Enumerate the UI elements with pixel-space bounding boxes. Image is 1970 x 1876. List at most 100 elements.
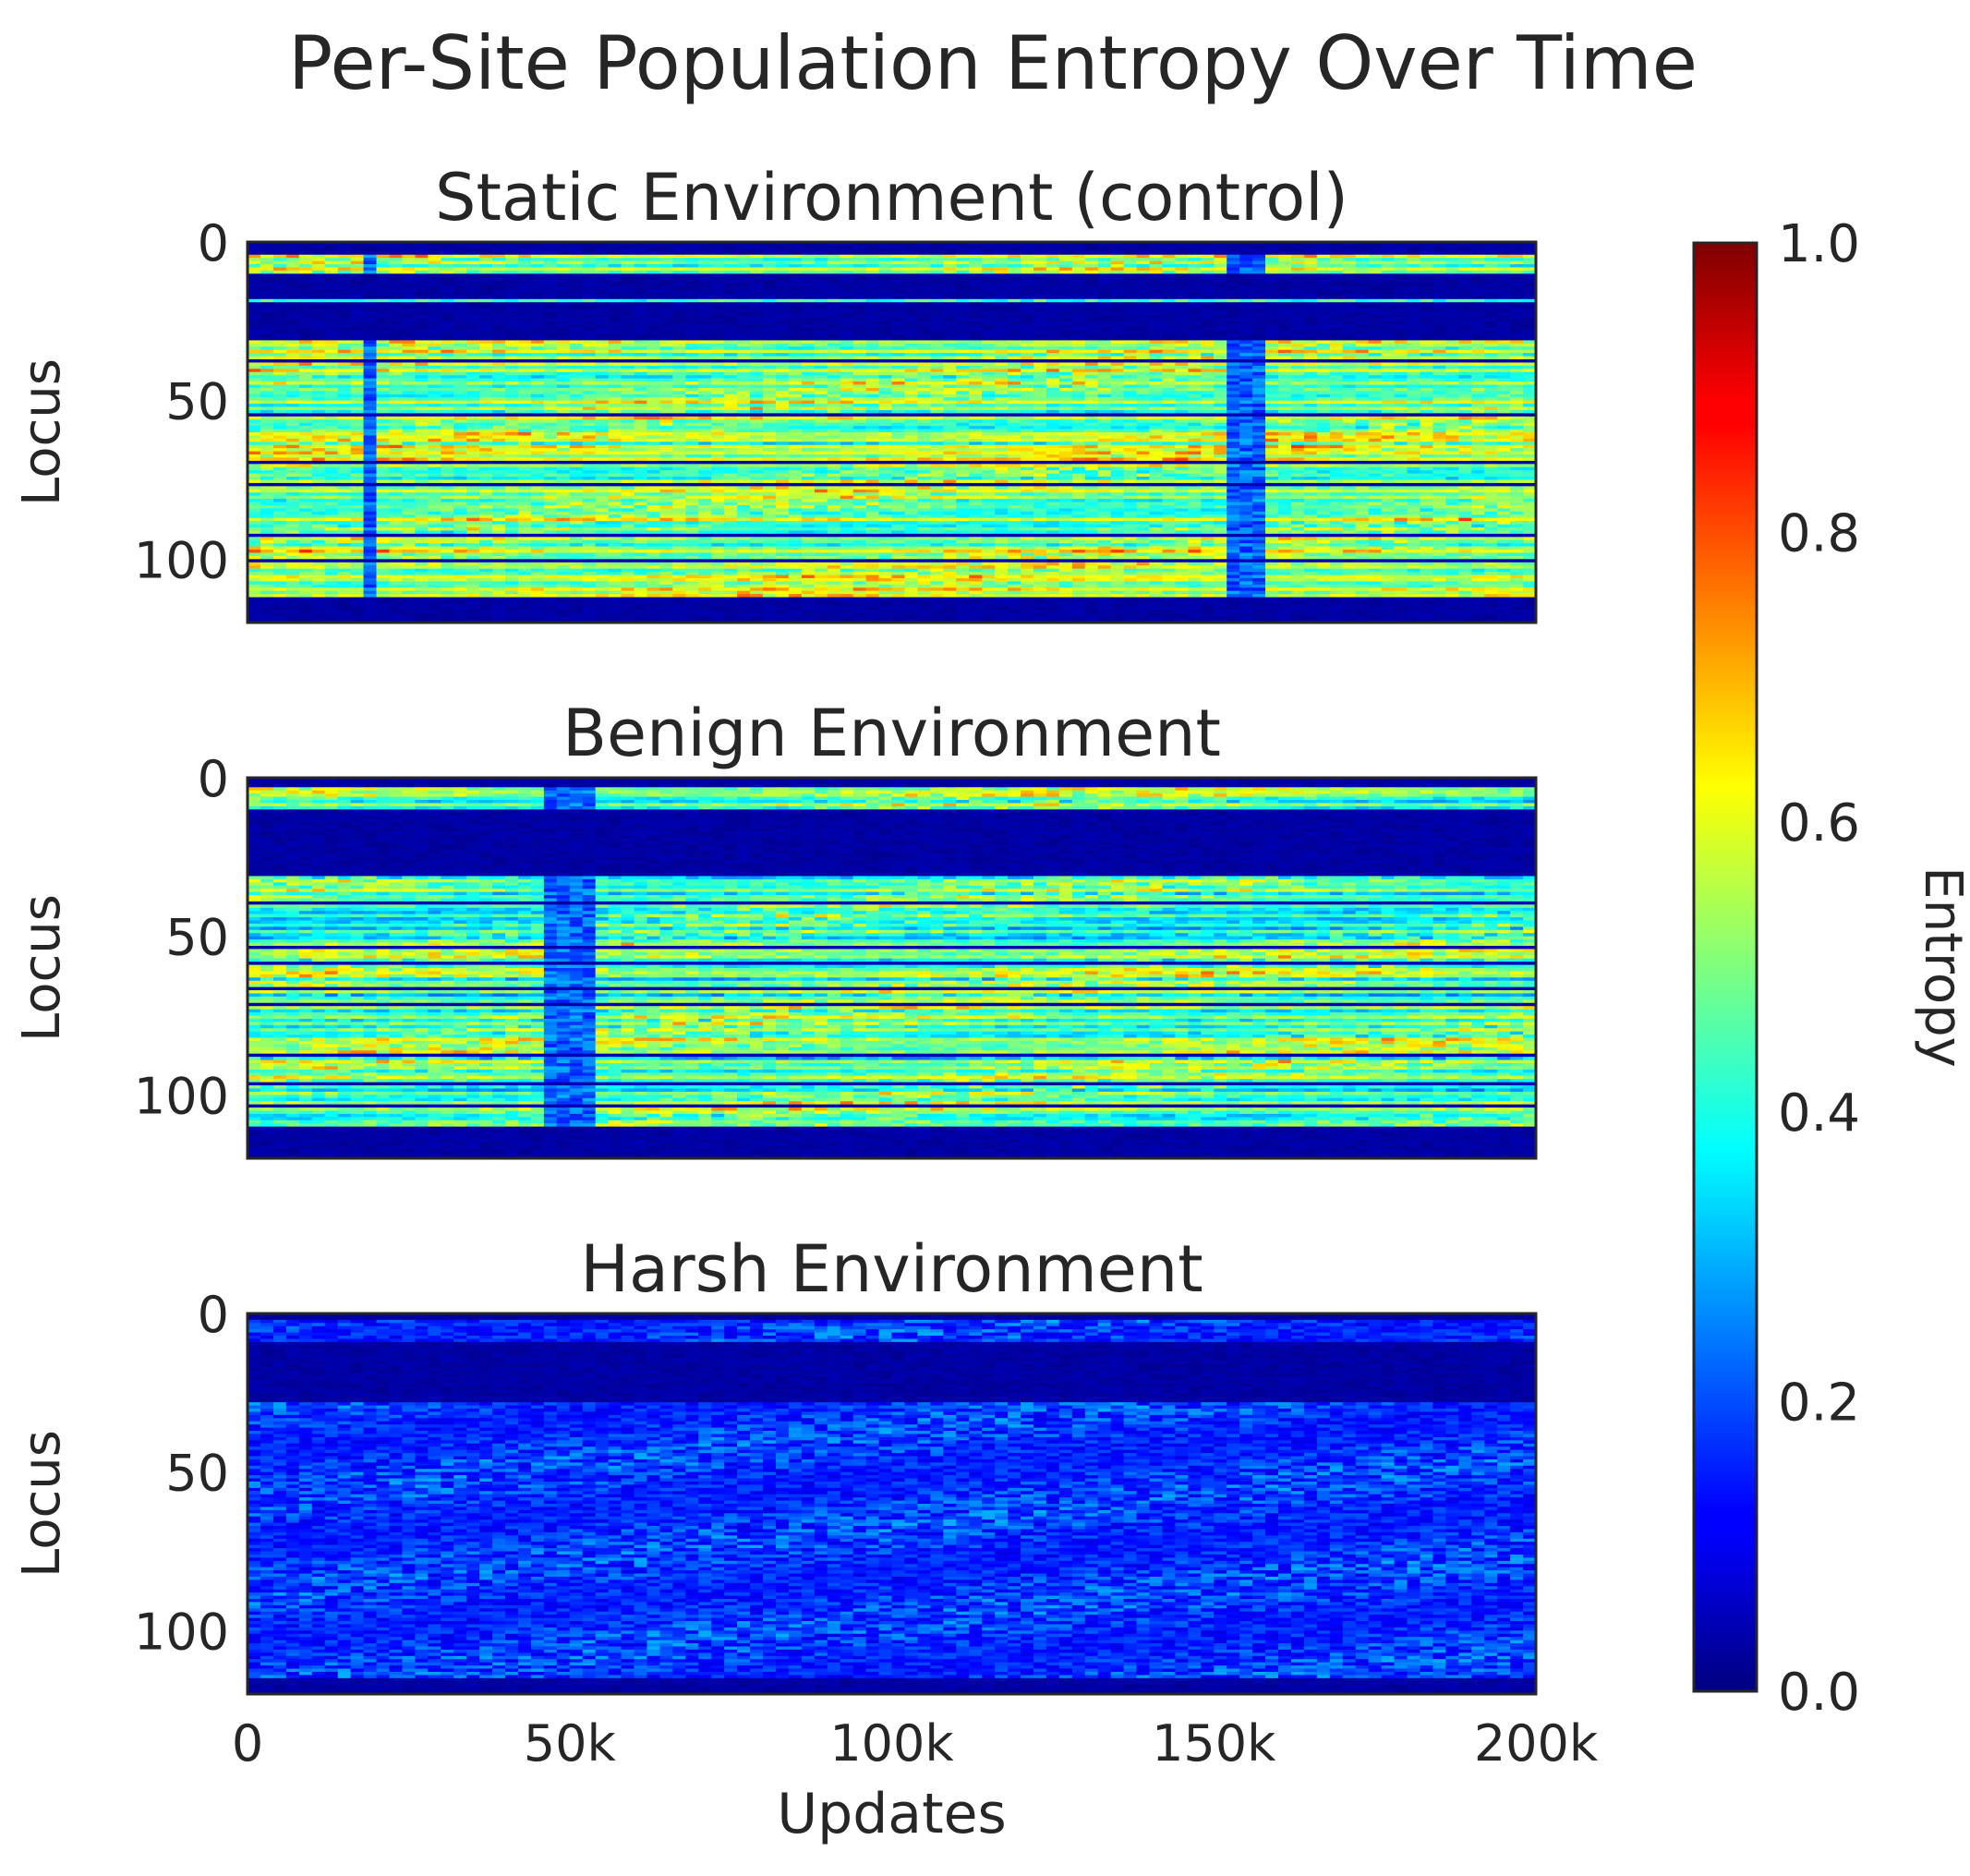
heatmap-cell — [1265, 261, 1279, 265]
heatmap-cell — [1137, 248, 1151, 252]
heatmap-cell — [698, 309, 712, 312]
heatmap-cell — [1317, 284, 1331, 287]
heatmap-cell — [802, 337, 816, 341]
heatmap-cell — [622, 375, 635, 379]
heatmap-cell — [879, 321, 893, 325]
heatmap-cell — [763, 261, 777, 265]
heatmap-cell — [1278, 286, 1292, 290]
heatmap-cell — [750, 290, 764, 294]
heatmap-cell — [531, 385, 545, 389]
heatmap-cell — [892, 299, 906, 303]
heatmap-cell — [1445, 340, 1459, 344]
heatmap-cell — [853, 391, 867, 394]
heatmap-cell — [892, 346, 906, 350]
heatmap-cell — [570, 331, 584, 334]
heatmap-cell — [982, 271, 996, 274]
heatmap-cell — [273, 251, 287, 255]
heatmap-cell — [1008, 251, 1021, 255]
heatmap-cell — [1098, 394, 1112, 398]
heatmap-cell — [596, 245, 610, 248]
heatmap-cell — [1175, 306, 1189, 309]
heatmap-cell — [1382, 369, 1396, 372]
heatmap-cell — [1317, 315, 1331, 319]
heatmap-cell — [415, 264, 429, 268]
heatmap-cell — [1304, 267, 1318, 271]
heatmap-cell — [866, 273, 880, 277]
heatmap-cell — [531, 397, 545, 401]
heatmap-cell — [647, 286, 660, 290]
heatmap-cell — [1356, 388, 1370, 392]
heatmap-cell — [815, 293, 828, 297]
heatmap-cell — [1239, 357, 1253, 360]
heatmap-cell — [286, 328, 300, 332]
heatmap-cell — [1356, 334, 1370, 338]
heatmap-cell — [1021, 375, 1034, 379]
heatmap-cell — [1497, 337, 1511, 341]
heatmap-cell — [1008, 321, 1021, 325]
heatmap-cell — [312, 353, 326, 357]
heatmap-cell — [1471, 375, 1485, 379]
heatmap-cell — [1239, 353, 1253, 357]
heatmap-cell — [441, 271, 454, 274]
heatmap-cell — [1497, 375, 1511, 379]
heatmap-cell — [1420, 318, 1433, 321]
heatmap-cell — [1162, 271, 1176, 274]
heatmap-cell — [930, 251, 944, 255]
heatmap-cell — [453, 315, 467, 319]
heatmap-cell — [982, 324, 996, 328]
heatmap-cell — [904, 334, 918, 338]
heatmap-cell — [1330, 391, 1344, 394]
heatmap-cell — [1291, 271, 1305, 274]
heatmap-cell — [917, 296, 931, 299]
heatmap-cell — [557, 251, 571, 255]
heatmap-cell — [389, 362, 403, 366]
heatmap-cell — [1395, 271, 1408, 274]
heatmap-cell — [904, 321, 918, 325]
heatmap-cell — [505, 381, 519, 385]
heatmap-cell — [904, 264, 918, 268]
heatmap-cell — [557, 264, 571, 268]
heatmap-cell — [1445, 255, 1459, 259]
heatmap-cell — [1188, 309, 1202, 312]
heatmap-cell — [1214, 258, 1227, 261]
heatmap-cell — [917, 344, 931, 347]
heatmap-cell — [635, 340, 648, 344]
heatmap-cell — [609, 273, 622, 277]
heatmap-cell — [1137, 337, 1151, 341]
heatmap-cell — [724, 318, 738, 321]
heatmap-cell — [1162, 315, 1176, 319]
heatmap-cell — [1291, 248, 1305, 252]
heatmap-cell — [917, 306, 931, 309]
heatmap-cell — [789, 340, 803, 344]
heatmap-cell — [622, 248, 635, 252]
heatmap-cell — [789, 306, 803, 309]
heatmap-cell — [1201, 309, 1215, 312]
heatmap-cell — [776, 315, 790, 319]
heatmap-cell — [1085, 359, 1099, 363]
heatmap-cell — [737, 344, 751, 347]
heatmap-cell — [904, 346, 918, 350]
heatmap-cell — [364, 331, 378, 334]
heatmap-cell — [1033, 375, 1047, 379]
heatmap-cell — [840, 321, 854, 325]
heatmap-cell — [286, 385, 300, 389]
heatmap-cell — [1395, 346, 1408, 350]
heatmap-cell — [1072, 299, 1086, 303]
heatmap-cell — [622, 337, 635, 341]
heatmap-cell — [1382, 245, 1396, 248]
heatmap-cell — [995, 318, 1009, 321]
heatmap-cell — [685, 337, 699, 341]
heatmap-cell — [557, 334, 571, 338]
heatmap-cell — [1252, 261, 1266, 265]
heatmap-cell — [698, 312, 712, 316]
heatmap-cell — [763, 357, 777, 360]
heatmap-cell — [647, 324, 660, 328]
heatmap-cell — [557, 258, 571, 261]
heatmap-cell — [763, 293, 777, 297]
heatmap-cell — [892, 309, 906, 312]
heatmap-cell — [917, 379, 931, 382]
heatmap-cell — [789, 251, 803, 255]
heatmap-cell — [776, 353, 790, 357]
heatmap-cell — [299, 350, 313, 354]
heatmap-cell — [1214, 261, 1227, 265]
